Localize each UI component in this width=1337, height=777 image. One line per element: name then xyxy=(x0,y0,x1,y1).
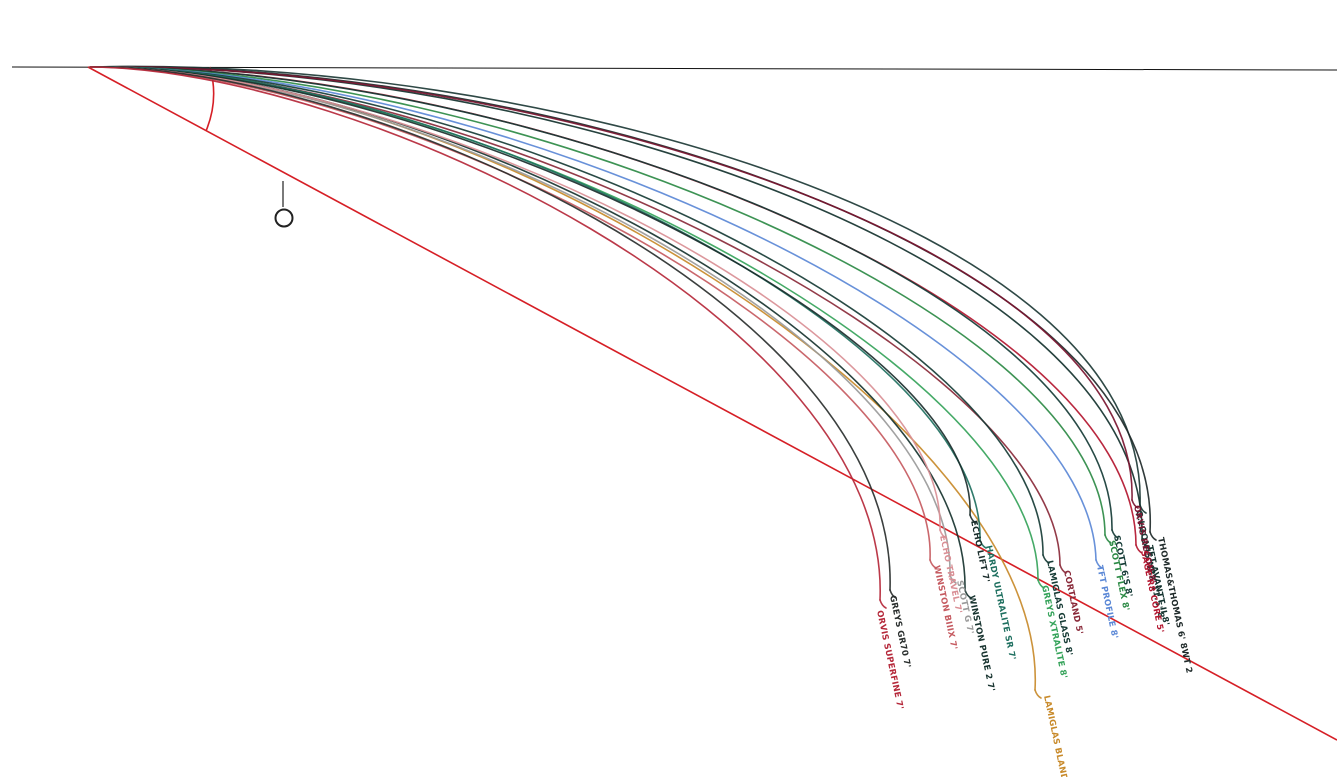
rod-tip-r11 xyxy=(1037,579,1045,589)
rod-tip-r3 xyxy=(1141,539,1149,549)
rod-tip-r18 xyxy=(929,559,937,569)
rod-curve-r7 xyxy=(89,66,1106,536)
rod-curve-r9 xyxy=(89,66,1061,566)
rod-curve-r16 xyxy=(89,66,951,576)
rod-tip-r20 xyxy=(879,599,887,609)
rod-curve-r10 xyxy=(89,66,1044,556)
rod-tip-r5 xyxy=(1135,544,1143,554)
rod-tip-r6 xyxy=(1111,529,1119,539)
incline-line xyxy=(87,66,1337,741)
rod-curves xyxy=(89,65,1157,699)
rod-curve-r18 xyxy=(89,66,931,561)
rod-tip-r8 xyxy=(1095,559,1103,569)
rod-curve-r3 xyxy=(89,66,1143,541)
rod-tip-r9 xyxy=(1059,564,1067,574)
rod-tip-r13 xyxy=(979,539,987,549)
rod-curve-r5 xyxy=(89,66,1137,546)
rod-tip-r16 xyxy=(949,574,957,584)
rod-curve-r8 xyxy=(89,66,1097,561)
angle-callout-marker xyxy=(274,208,294,228)
rod-curve-r4 xyxy=(89,66,1133,501)
rod-curve-r20 xyxy=(89,66,881,601)
rod-tip-r19 xyxy=(889,589,897,599)
rod-curve-r14 xyxy=(89,66,971,516)
rod-curve-r19 xyxy=(89,66,891,591)
horizontal-baseline xyxy=(11,66,1337,71)
rod-label-r13: HARDY ULTRALITE SR 7' xyxy=(983,545,1017,662)
rod-curve-r1 xyxy=(89,65,1141,506)
rod-label-r12: LAMIGLAS BLAND CC xyxy=(1041,695,1072,777)
rod-tip-r10 xyxy=(1042,554,1050,564)
rod-tip-r2 xyxy=(1149,531,1157,541)
rod-curve-r17 xyxy=(89,66,941,531)
rod-tip-r4 xyxy=(1131,499,1139,509)
rod-tip-r7 xyxy=(1104,534,1112,544)
rod-curve-r13 xyxy=(89,66,981,541)
rod-tip-r12 xyxy=(1034,689,1042,699)
rod-tip-r15 xyxy=(964,589,972,599)
rod-curve-r6 xyxy=(89,66,1113,531)
rod-tip-r17 xyxy=(939,529,947,539)
rod-tip-r14 xyxy=(969,514,977,524)
